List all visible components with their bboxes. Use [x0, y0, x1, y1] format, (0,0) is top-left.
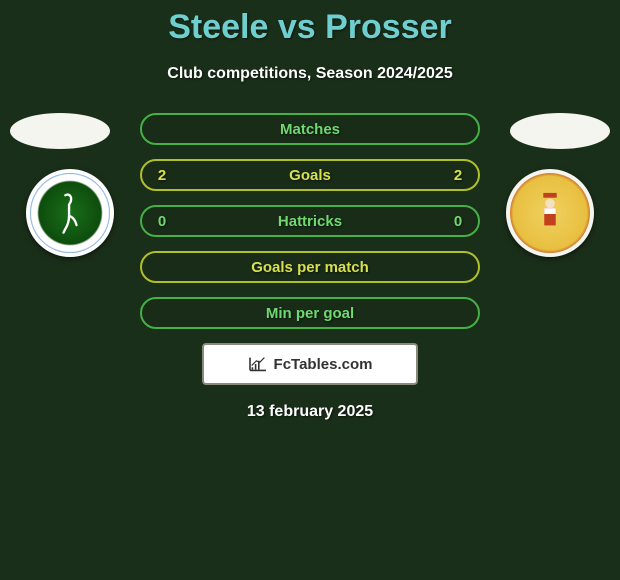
date-text: 13 february 2025 [0, 403, 620, 421]
stat-label: Goals [168, 167, 452, 184]
stat-left-value: 0 [156, 213, 168, 230]
stat-row-goals-per-match: Goals per match [140, 251, 480, 283]
player-head-right [510, 113, 610, 149]
stat-row-matches: Matches [140, 113, 480, 145]
stat-right-value: 2 [452, 167, 464, 184]
figure-icon [535, 191, 565, 235]
stat-row-hattricks: 0Hattricks0 [140, 205, 480, 237]
stat-label: Goals per match [168, 259, 452, 276]
stat-label: Matches [168, 121, 452, 138]
heron-icon [56, 191, 84, 235]
stat-label: Hattricks [168, 213, 452, 230]
stat-row-min-per-goal: Min per goal [140, 297, 480, 329]
right-club-badge [506, 169, 594, 257]
stats-table: Matches 2Goals2 0Hattricks0 Goals per match… [140, 113, 480, 329]
player-head-left [10, 113, 110, 149]
left-club-badge [26, 169, 114, 257]
stat-left-value: 2 [156, 167, 168, 184]
attribution-text: FcTables.com [274, 356, 373, 373]
comparison-area: Matches 2Goals2 0Hattricks0 Goals per match… [0, 113, 620, 421]
page-title: Steele vs Prosser [0, 0, 620, 47]
attribution-badge: FcTables.com [202, 343, 418, 385]
stat-right-value: 0 [452, 213, 464, 230]
subtitle: Club competitions, Season 2024/2025 [0, 65, 620, 83]
stat-label: Min per goal [168, 305, 452, 322]
stat-row-goals: 2Goals2 [140, 159, 480, 191]
chart-icon [248, 356, 268, 372]
